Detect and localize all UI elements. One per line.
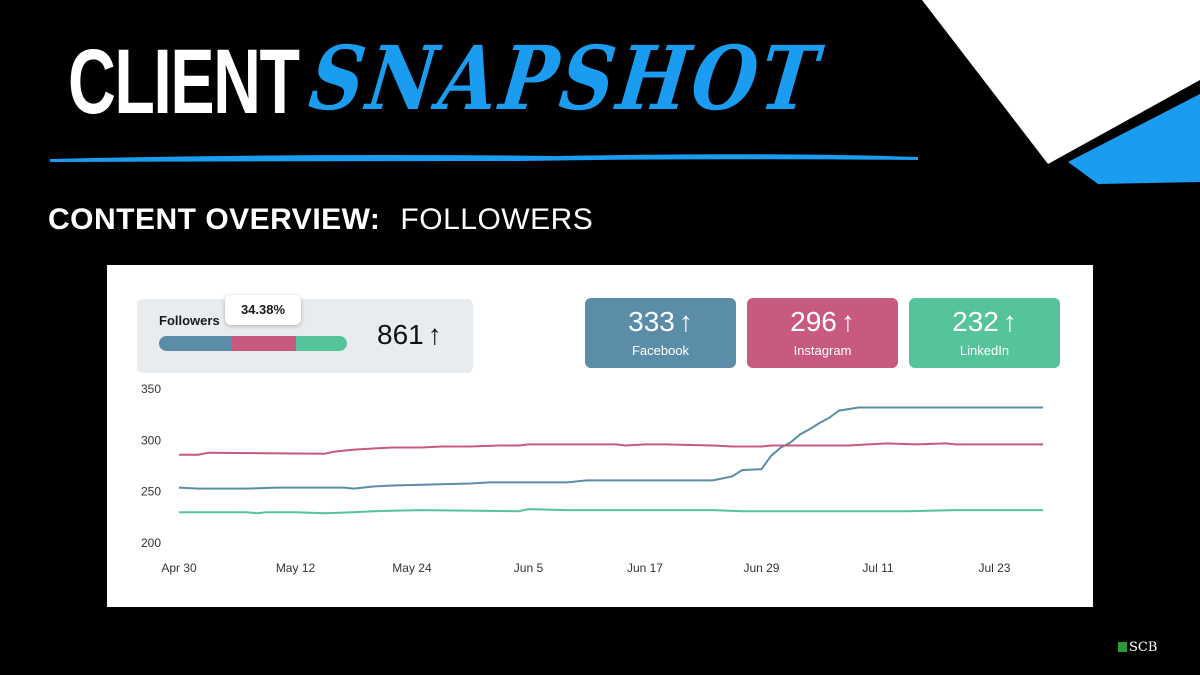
arrow-up-icon: ↑ <box>427 319 442 350</box>
instagram-value: 296 <box>790 306 837 337</box>
x-tick-label: May 24 <box>392 561 432 575</box>
arrow-up-icon: ↑ <box>1002 306 1017 337</box>
share-bar-instagram[interactable] <box>231 336 297 351</box>
facebook-value: 333 <box>628 306 675 337</box>
facebook-label: Facebook <box>631 343 690 358</box>
subtitle-light: FOLLOWERS <box>400 203 594 236</box>
brush-underline <box>50 154 918 162</box>
x-tick-label: Apr 30 <box>161 561 197 575</box>
blue-corner-shape <box>1068 94 1200 184</box>
dashboard-screenshot: Followers 34.38% 861 ↑ 333 ↑ Facebook 296 ↑… <box>107 265 1093 607</box>
instagram-label: Instagram <box>793 343 852 358</box>
section-subtitle: CONTENT OVERVIEW: FOLLOWERS <box>48 203 593 237</box>
series-line-linkedin[interactable] <box>179 508 1043 515</box>
arrow-up-icon: ↑ <box>840 306 855 337</box>
x-tick-label: Jul 11 <box>862 561 893 575</box>
brand-logo: SCB <box>1118 640 1157 655</box>
x-tick-label: Jun 5 <box>514 561 544 575</box>
x-tick-label: May 12 <box>276 561 316 575</box>
series-line-facebook[interactable] <box>178 406 1043 490</box>
subtitle-bold: CONTENT OVERVIEW: <box>48 203 381 236</box>
x-tick-label: Jun 17 <box>627 561 663 575</box>
slide-title-snapshot: SNAPSHOT <box>304 26 827 130</box>
x-tick-label: Jul 23 <box>978 561 1010 575</box>
series-line-instagram[interactable] <box>179 442 1043 456</box>
share-bar[interactable] <box>159 336 347 351</box>
y-tick-label: 200 <box>141 536 161 550</box>
followers-summary: Followers 34.38% 861 ↑ <box>137 295 473 373</box>
slide-title-client: CLIENT <box>68 31 300 133</box>
share-bar-facebook[interactable] <box>159 336 232 351</box>
followers-line-chart[interactable]: 200 250 300 350 Apr 30 May 12 May 24 Jun 5 Jun 1… <box>107 375 1093 607</box>
share-bar-linkedin[interactable] <box>296 336 347 351</box>
x-tick-label: Jun 29 <box>743 561 779 575</box>
white-corner-shape <box>922 0 1200 164</box>
arrow-up-icon: ↑ <box>678 306 693 337</box>
share-tooltip: 34.38% <box>225 295 301 325</box>
y-tick-label: 300 <box>141 433 161 447</box>
total-followers: 861 ↑ <box>377 319 442 351</box>
total-value: 861 <box>377 319 424 350</box>
card-linkedin[interactable]: 232 ↑ LinkedIn <box>909 298 1060 368</box>
card-instagram[interactable]: 296 ↑ Instagram <box>747 298 898 368</box>
y-tick-label: 250 <box>141 485 161 499</box>
linkedin-label: LinkedIn <box>959 343 1010 358</box>
card-facebook[interactable]: 333 ↑ Facebook <box>585 298 736 368</box>
followers-label: Followers <box>159 313 220 328</box>
brand-text: SCB <box>1129 640 1158 655</box>
linkedin-value: 232 <box>952 306 999 337</box>
logo-mark-icon <box>1118 642 1127 652</box>
y-tick-label: 350 <box>141 382 161 396</box>
